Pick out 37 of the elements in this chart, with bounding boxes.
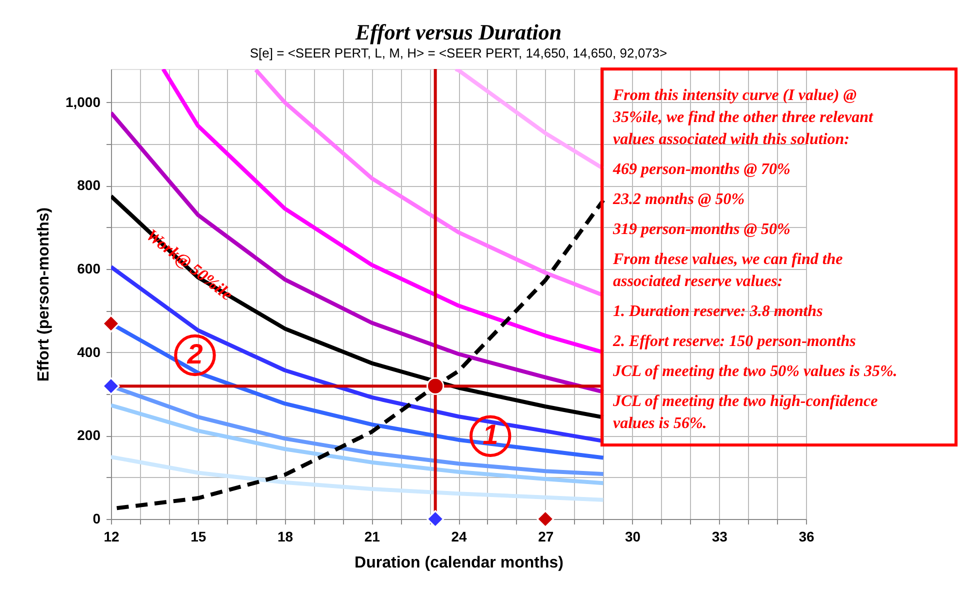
annotation: From this intensity curve (I value) @ 35%ile, we find the other three relevant values associated with this solution: <box>612 87 874 148</box>
annotation: From these values, we can find the associated reserve values: <box>612 251 843 290</box>
line-series <box>114 198 606 510</box>
x-tick-label: 18 <box>277 528 294 544</box>
line-series <box>454 69 606 171</box>
x-tick-label: 15 <box>190 528 206 544</box>
line-series <box>111 454 606 502</box>
annotation: 2. Effort reserve: 150 person-months <box>612 333 856 350</box>
point <box>102 377 120 395</box>
x-tick-label: 21 <box>364 528 380 544</box>
annotation: 469 person-months @ 70% <box>612 161 790 178</box>
line-series <box>254 69 606 298</box>
annotation: JCL of meeting the two high-confidence values is 56%. <box>612 393 878 432</box>
y-tick-label: 1,000 <box>65 94 101 110</box>
point <box>426 377 444 395</box>
line-series <box>111 403 606 486</box>
chart-title: Effort versus Duration <box>354 20 562 44</box>
y-tick-label: 400 <box>77 344 101 360</box>
point <box>426 510 444 528</box>
annotation: 2 <box>186 338 204 370</box>
x-tick-label: 30 <box>624 528 641 544</box>
annotation: 23.2 months @ 50% <box>612 191 745 208</box>
x-tick-label: 33 <box>712 528 728 544</box>
chart-subtitle: S[e] = <SEER PERT, L, M, H> = <SEER PERT, 14,650, 14,650, 92,073> <box>250 46 668 60</box>
y-tick-label: 200 <box>77 427 101 444</box>
x-tick-label: 27 <box>538 528 554 544</box>
x-tick-label: 12 <box>104 528 120 544</box>
y-tick-label: 600 <box>77 260 101 276</box>
x-axis-title: Duration (calendar months) <box>354 554 564 572</box>
annotation: 1. Duration reserve: 3.8 months <box>613 303 823 320</box>
annotation: 319 person-months @ 50% <box>612 221 790 238</box>
x-tick-label: 24 <box>451 528 467 544</box>
y-tick-label: 800 <box>77 177 101 194</box>
y-axis-title: Effort (person-months) <box>35 207 52 382</box>
y-tick-label: 0 <box>92 510 101 526</box>
annotation: JCL of meeting the two 50% values is 35%. <box>612 363 898 380</box>
x-tick-label: 36 <box>798 528 814 544</box>
